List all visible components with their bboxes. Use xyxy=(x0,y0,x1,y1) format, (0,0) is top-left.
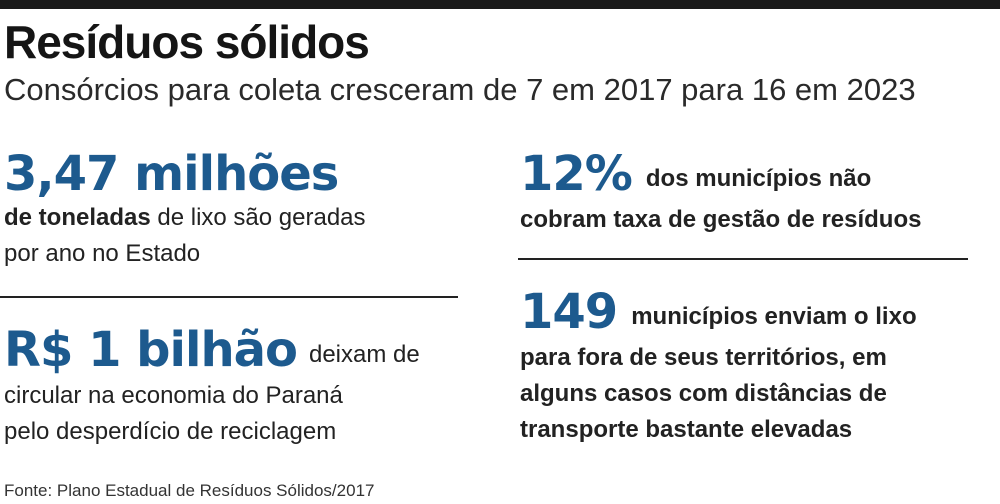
stat-export-line1: 149 municípios enviam o lixo xyxy=(520,284,917,340)
stat-money-line2: circular na economia do Paraná xyxy=(4,382,343,409)
stat-export: 149 municípios enviam o lixo para fora de… xyxy=(520,284,917,448)
stat-money-value: R$ 1 bilhão xyxy=(4,322,298,378)
stat-money-rest: deixam de xyxy=(308,341,420,368)
page-subtitle: Consórcios para coleta cresceram de 7 em… xyxy=(4,72,916,107)
stat-money: R$ 1 bilhão deixam de circular na economi… xyxy=(4,322,420,450)
stat-waste-value: 3,47 milhões xyxy=(4,146,339,202)
divider-left xyxy=(0,296,458,298)
stat-waste: 3,47 milhões de toneladas de lixo são ge… xyxy=(4,146,366,272)
stat-waste-line2: por ano no Estado xyxy=(4,240,201,267)
stat-export-line4: transporte bastante elevadas xyxy=(520,416,853,443)
stat-export-rest: municípios enviam o lixo xyxy=(631,303,917,330)
stat-fee: 12% dos municípios não cobram taxa de ges… xyxy=(520,146,921,238)
stat-fee-line1: 12% dos municípios não xyxy=(520,146,921,202)
stat-money-line1: R$ 1 bilhão deixam de xyxy=(4,322,420,378)
stat-fee-line2: cobram taxa de gestão de resíduos xyxy=(520,206,922,233)
source-note: Fonte: Plano Estadual de Resíduos Sólido… xyxy=(4,481,375,500)
stat-waste-line1: de toneladas de lixo são geradas xyxy=(4,200,366,236)
divider-right xyxy=(518,258,968,260)
stat-waste-rest: de lixo são geradas xyxy=(150,204,366,231)
stat-waste-bold: de toneladas xyxy=(4,204,151,231)
stat-money-line3: pelo desperdício de reciclagem xyxy=(4,418,337,445)
page-title: Resíduos sólidos xyxy=(4,16,370,68)
stat-export-value: 149 xyxy=(520,284,618,340)
top-rule xyxy=(0,0,1000,9)
stat-export-line3: alguns casos com distâncias de xyxy=(520,380,887,407)
stat-fee-value: 12% xyxy=(520,146,633,202)
stat-export-line2: para fora de seus territórios, em xyxy=(520,344,887,371)
stat-fee-rest: dos municípios não xyxy=(645,165,872,192)
